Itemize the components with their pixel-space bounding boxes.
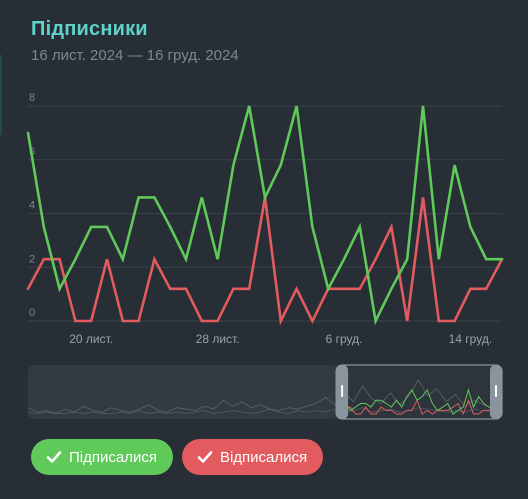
x-tick-label: 20 лист. <box>69 332 113 346</box>
x-tick-label: 6 груд. <box>326 332 363 346</box>
navigator-grip-left <box>341 385 344 397</box>
navigator-history-line <box>27 407 503 415</box>
navigator-grip-right <box>495 385 497 397</box>
check-icon <box>46 451 62 463</box>
legend-toggles: Підписалися Відписалися <box>31 439 324 475</box>
left-toggle-button[interactable]: Відписалися <box>181 439 324 475</box>
joined-toggle-button[interactable]: Підписалися <box>31 439 173 475</box>
subscribed-series-line <box>26 105 504 326</box>
card-edge-accent <box>0 55 2 135</box>
y-tick-label: 4 <box>29 200 35 212</box>
chart-title: Підписники <box>31 18 148 40</box>
y-tick-label: 2 <box>29 253 35 265</box>
y-tick-label: 8 <box>29 92 35 104</box>
y-tick-label: 0 <box>29 307 35 319</box>
navigator-subscribed-line <box>339 388 494 415</box>
left-toggle-label: Відписалися <box>219 448 308 466</box>
navigator-dimmed-range <box>28 365 337 419</box>
navigator-history-line <box>27 378 503 415</box>
x-tick-label: 28 лист. <box>196 332 240 346</box>
check-icon <box>197 451 213 463</box>
chart-date-range: 16 лист. 2024 — 16 груд. 2024 <box>31 47 239 64</box>
x-tick-label: 14 груд. <box>449 332 493 346</box>
unsubscribed-series-line <box>26 197 504 326</box>
joined-toggle-label: Підписалися <box>69 448 157 466</box>
